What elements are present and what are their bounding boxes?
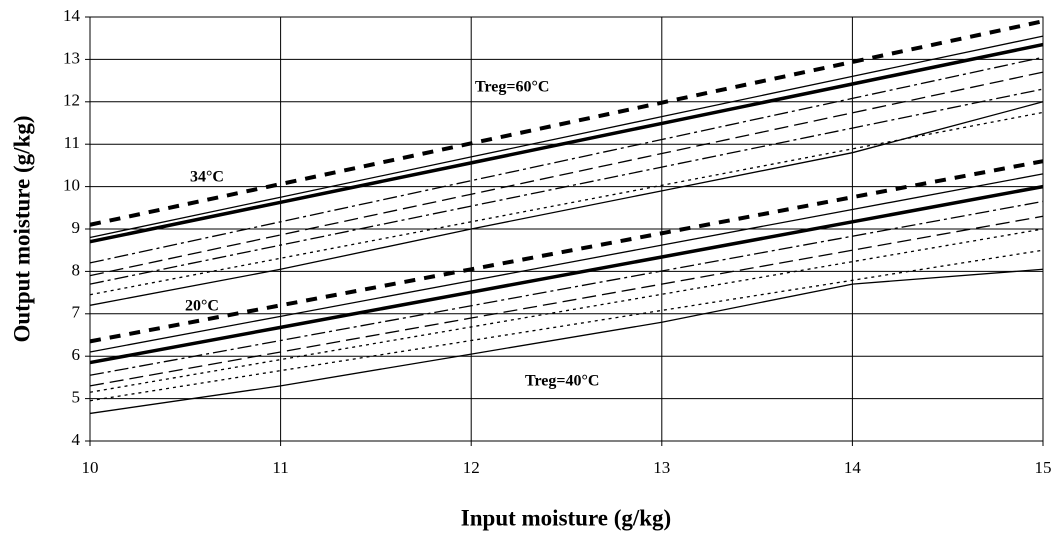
series-line [89, 159, 1044, 344]
y-tick-label: 9 [72, 218, 81, 237]
x-tick-label: 10 [82, 458, 99, 477]
y-tick-label: 5 [72, 388, 81, 407]
annotation: Treg=40°C [525, 373, 599, 390]
annotation: 20°C [185, 298, 219, 315]
annotation: Treg=60°C [475, 79, 549, 96]
y-tick-label: 8 [72, 260, 81, 279]
x-axis-title: Input moisture (g/kg) [461, 505, 671, 530]
y-tick-label: 7 [72, 303, 81, 322]
series-line [89, 88, 1044, 285]
series-line [89, 268, 1044, 415]
x-tick-label: 11 [272, 458, 288, 477]
y-tick-label: 10 [63, 176, 80, 195]
series-line [89, 42, 1044, 244]
y-tick-label: 13 [63, 48, 80, 67]
series-line [89, 56, 1044, 264]
y-tick-label: 14 [63, 6, 81, 25]
series-line [89, 184, 1044, 365]
y-tick-label: 12 [63, 91, 80, 110]
series-line [89, 71, 1044, 277]
series-line [89, 35, 1044, 239]
series-line [89, 200, 1044, 376]
series-line [89, 19, 1044, 227]
y-tick-label: 6 [72, 345, 81, 364]
annotation: 34°C [190, 169, 224, 186]
series-line [89, 173, 1044, 353]
y-tick-label: 4 [72, 430, 81, 449]
x-tick-label: 15 [1035, 458, 1052, 477]
series-line [89, 228, 1044, 393]
series-line [89, 111, 1044, 296]
series-line [89, 215, 1044, 387]
series-line [89, 101, 1044, 306]
x-tick-label: 12 [463, 458, 480, 477]
x-tick-label: 13 [653, 458, 670, 477]
y-axis-title: Output moisture (g/kg) [9, 115, 34, 342]
x-tick-label: 14 [844, 458, 862, 477]
y-tick-label: 11 [64, 133, 80, 152]
